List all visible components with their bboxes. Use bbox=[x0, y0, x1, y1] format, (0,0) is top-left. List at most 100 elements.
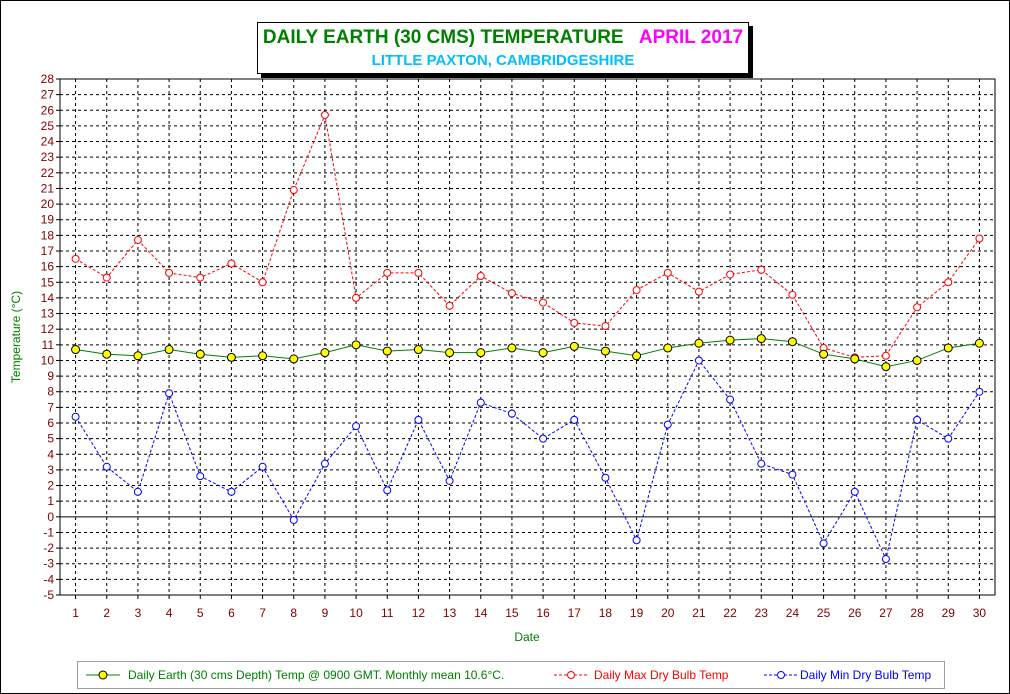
x-tick-label: 30 bbox=[973, 606, 987, 620]
data-point-max bbox=[663, 268, 672, 277]
data-point-max bbox=[71, 254, 80, 263]
data-point-max bbox=[881, 351, 890, 360]
y-tick-label: -5 bbox=[43, 588, 54, 602]
data-point-max bbox=[788, 290, 797, 299]
x-tick-label: 14 bbox=[474, 606, 488, 620]
data-point-max bbox=[632, 286, 641, 295]
y-tick-label: 19 bbox=[41, 213, 55, 227]
data-point-max bbox=[539, 298, 548, 307]
series-min bbox=[71, 356, 984, 564]
x-tick-label: 3 bbox=[135, 606, 142, 620]
x-tick-label: 26 bbox=[848, 606, 862, 620]
x-tick-label: 27 bbox=[879, 606, 893, 620]
data-point-max bbox=[975, 234, 984, 243]
y-tick-label: 3 bbox=[47, 463, 54, 477]
series-max bbox=[71, 110, 984, 362]
data-point-max bbox=[476, 272, 485, 281]
y-tick-label: 5 bbox=[47, 432, 54, 446]
data-point-earth bbox=[102, 349, 112, 359]
data-point-min bbox=[570, 415, 579, 424]
x-tick-label: 25 bbox=[817, 606, 831, 620]
data-point-earth bbox=[912, 355, 922, 365]
x-tick-label: 11 bbox=[381, 606, 394, 620]
y-tick-label: 28 bbox=[41, 72, 55, 86]
chart-title-month: APRIL 2017 bbox=[638, 27, 744, 48]
y-tick-label: 4 bbox=[47, 447, 54, 461]
data-point-min bbox=[258, 462, 267, 471]
data-point-min bbox=[196, 472, 205, 481]
data-point-min bbox=[383, 486, 392, 495]
y-tick-label: 11 bbox=[42, 338, 55, 352]
legend-entry-earth: Daily Earth (30 cms Depth) Temp @ 0900 G… bbox=[86, 668, 504, 682]
x-tick-label: 2 bbox=[103, 606, 110, 620]
y-tick-label: -2 bbox=[43, 541, 54, 555]
y-tick-label: 6 bbox=[47, 416, 54, 430]
x-tick-label: 10 bbox=[349, 606, 363, 620]
y-tick-label: 7 bbox=[47, 400, 54, 414]
data-point-earth bbox=[320, 348, 330, 358]
data-point-earth bbox=[258, 351, 268, 361]
y-tick-label: 2 bbox=[47, 479, 54, 493]
data-point-max bbox=[227, 259, 236, 268]
data-point-min bbox=[71, 412, 80, 421]
x-tick-label: 15 bbox=[505, 606, 519, 620]
y-tick-label: 17 bbox=[41, 244, 55, 258]
data-point-min bbox=[133, 487, 142, 496]
data-point-earth bbox=[507, 343, 517, 353]
data-point-earth bbox=[569, 341, 579, 351]
y-tick-label: 22 bbox=[41, 166, 55, 180]
legend-swatch-marker bbox=[567, 671, 575, 679]
x-tick-label: 29 bbox=[942, 606, 956, 620]
x-tick-label: 16 bbox=[536, 606, 550, 620]
x-tick-label: 18 bbox=[599, 606, 613, 620]
y-tick-label: 8 bbox=[47, 385, 54, 399]
y-tick-label: 1 bbox=[47, 494, 54, 508]
data-point-earth bbox=[663, 343, 673, 353]
data-point-earth bbox=[538, 348, 548, 358]
data-point-max bbox=[102, 273, 111, 282]
data-point-max bbox=[757, 265, 766, 274]
data-point-earth bbox=[600, 346, 610, 356]
data-point-earth bbox=[850, 354, 860, 364]
data-point-earth bbox=[289, 354, 299, 364]
data-point-max bbox=[570, 318, 579, 327]
x-tick-label: 22 bbox=[723, 606, 737, 620]
data-point-earth bbox=[725, 335, 735, 345]
data-point-min bbox=[414, 415, 423, 424]
data-point-max bbox=[445, 301, 454, 310]
data-point-max bbox=[133, 236, 142, 245]
y-tick-label: 21 bbox=[41, 181, 55, 195]
data-point-earth bbox=[756, 334, 766, 344]
legend-label: Daily Max Dry Bulb Temp bbox=[594, 668, 729, 682]
legend: Daily Earth (30 cms Depth) Temp @ 0900 G… bbox=[77, 661, 945, 689]
y-tick-label: 23 bbox=[41, 150, 55, 164]
series-max-line bbox=[75, 113, 980, 358]
data-point-min bbox=[227, 487, 236, 496]
y-tick-label: -4 bbox=[43, 572, 54, 586]
data-point-earth bbox=[164, 345, 174, 355]
data-point-min bbox=[975, 387, 984, 396]
data-point-min bbox=[881, 555, 890, 564]
data-point-max bbox=[913, 303, 922, 312]
x-tick-label: 17 bbox=[568, 606, 582, 620]
x-tick-label: 21 bbox=[692, 606, 706, 620]
grid bbox=[60, 79, 995, 595]
y-axis-ticks: -5-4-3-2-1012345678910111213141516171819… bbox=[41, 72, 60, 602]
x-tick-label: 6 bbox=[228, 606, 235, 620]
x-tick-label: 23 bbox=[755, 606, 769, 620]
data-point-max bbox=[507, 289, 516, 298]
x-tick-label: 5 bbox=[197, 606, 204, 620]
data-point-min bbox=[819, 539, 828, 548]
data-point-min bbox=[944, 434, 953, 443]
title-box: DAILY EARTH (30 CMS) TEMPERATURE APRIL 2… bbox=[257, 22, 749, 74]
data-point-min bbox=[289, 515, 298, 524]
data-point-min bbox=[757, 459, 766, 468]
legend-entries: Daily Earth (30 cms Depth) Temp @ 0900 G… bbox=[86, 668, 931, 682]
data-point-max bbox=[352, 293, 361, 302]
y-axis-title: Temperature (°C) bbox=[9, 291, 23, 383]
x-tick-label: 12 bbox=[412, 606, 426, 620]
data-point-min bbox=[632, 536, 641, 545]
y-tick-label: 14 bbox=[41, 291, 55, 305]
